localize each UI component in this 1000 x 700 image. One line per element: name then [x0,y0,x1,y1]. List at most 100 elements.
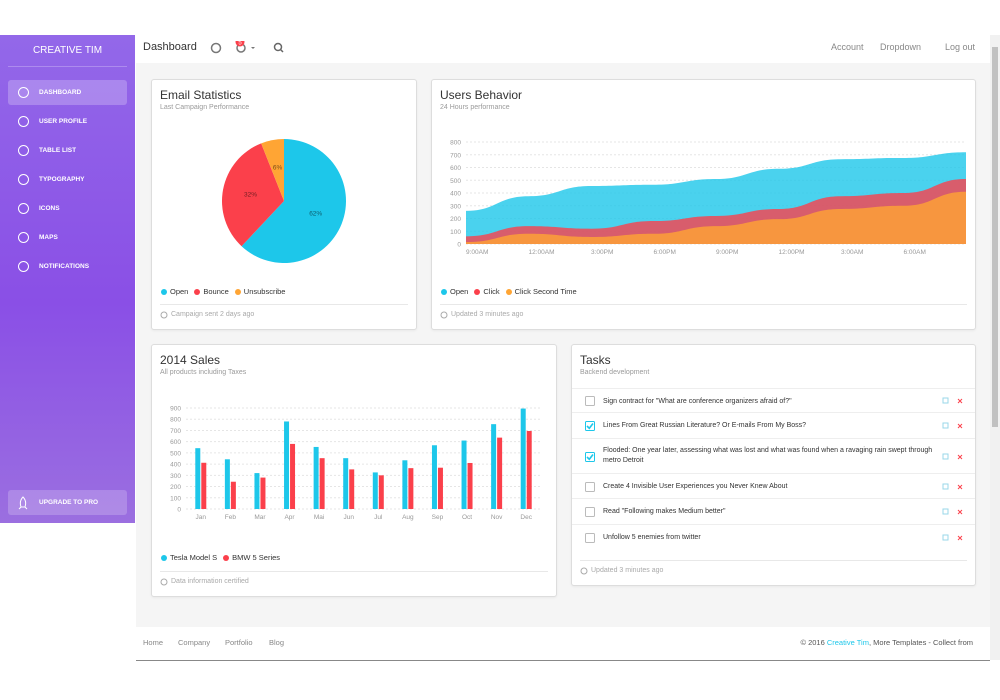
footer-link[interactable]: Portfolio [225,638,253,647]
menu-item[interactable]: USER PROFILE [8,109,127,134]
icon [160,311,168,319]
x-tick-label: 3:00AM [841,249,863,256]
icon-shape [160,578,168,586]
author-link[interactable]: Creative Tim [826,638,869,647]
card-title: Tasks [580,353,611,367]
legend: Tesla Model S BMW 5 Series [161,553,280,562]
icon-shape [18,261,29,272]
legend: Open Click Click Second Time [441,287,577,296]
y-tick-label: 700 [170,428,181,435]
nav-link[interactable]: Log out [945,42,976,52]
task-actions[interactable] [942,534,966,542]
card: Users Behavior 24 Hours performance Open Cl… [431,79,976,330]
task-actions[interactable] [942,508,966,516]
checkbox[interactable] [585,421,595,431]
x-tick-label: Jan [196,514,207,521]
remove-icon [957,509,963,515]
x-tick-label: Aug [402,514,414,521]
copyright-text: © 2016 [800,638,827,647]
task-actions[interactable] [942,397,966,405]
legend-swatch [223,555,230,561]
bar [313,446,319,509]
x-tick-label: 12:00PM [779,249,805,256]
footer-link[interactable]: Blog [269,638,285,647]
legend-entry: Unsubscribe [234,287,286,296]
footer-link[interactable]: Home [143,638,164,647]
task-actions[interactable] [942,483,966,491]
task-row: Unfollow 5 enemies from twitter [572,524,975,551]
footer-link[interactable]: Company [178,638,211,647]
y-tick-label: 200 [170,484,181,491]
menu-item[interactable]: TABLE LIST [8,138,127,163]
card: 2014 Sales All products including Taxes Te… [151,344,557,597]
task-actions[interactable] [942,453,966,461]
checkbox-box [585,533,595,543]
menu-item[interactable]: DASHBOARD [8,80,127,105]
x-tick-label: 6:00AM [904,249,926,256]
menu-label: TABLE LIST [39,147,77,154]
checkbox[interactable] [585,507,595,517]
menu-label: ICONS [39,205,60,212]
task-text: Read "Following makes Medium better" [603,508,726,515]
scrollbar [990,35,1000,660]
icon [580,567,588,575]
y-tick-label: 700 [450,152,461,159]
card-title: Email Statistics [160,88,242,102]
x-tick-label: 9:00PM [716,249,738,256]
icon-shape [18,87,29,98]
pie-slice [222,143,284,247]
legend-swatch [161,289,167,295]
edit-icon [942,422,949,429]
x-tick-label: Apr [284,514,295,521]
card-title: 2014 Sales [160,353,221,367]
task-text: Lines From Great Russian Literature? Or … [603,422,807,429]
bar [195,448,201,509]
checkbox-box [585,451,595,462]
legend-swatch [161,555,167,561]
x-tick-label: Oct [462,514,472,521]
area-chart: 0 100 200 300 400 500 600 700 800 9:00AM 12:00AM 3:… [450,140,966,256]
task-actions[interactable] [942,422,966,430]
data-label: 6% [273,165,283,172]
bar [372,472,378,509]
bar [437,467,443,509]
checkbox[interactable] [585,533,595,543]
remove-icon [957,484,963,489]
card-title: Users Behavior [440,88,523,102]
nav-icons[interactable]: 5 [208,41,288,57]
legend-swatch [194,289,201,295]
y-tick-label: 500 [170,450,181,457]
bar [284,421,290,509]
menu-label: MAPS [39,234,58,241]
checkbox[interactable] [585,451,595,462]
legend-swatch [441,289,447,295]
x-tick-label: 3:00PM [591,249,613,256]
edit-icon [942,534,949,541]
menu-item[interactable]: TYPOGRAPHY [8,167,127,192]
menu-item[interactable]: MAPS [8,225,127,250]
upgrade-button[interactable]: UPGRADE TO PRO [8,490,127,515]
card-subtitle: All products including Taxes [160,369,247,376]
nav-link[interactable]: Dropdown [880,42,922,52]
x-tick-label: Nov [491,514,503,521]
legend-label: Unsubscribe [243,287,286,296]
icon-shape [18,116,29,127]
menu-item[interactable]: ICONS [8,196,127,221]
nav-title: Dashboard [143,41,197,53]
bar [497,437,503,509]
nav-link[interactable]: Account [831,42,864,52]
x-tick-label: Feb [225,514,237,521]
legend-entry: Click Second Time [505,287,577,296]
menu-item[interactable]: NOTIFICATIONS [8,254,127,279]
checkbox[interactable] [585,396,595,406]
bar [319,458,325,509]
bar [491,424,497,509]
bar [343,458,349,509]
legend-entry: Open [441,287,468,296]
y-tick-label: 600 [450,165,461,172]
checkbox[interactable] [585,481,595,492]
icon [18,261,29,272]
bar [431,445,437,509]
task-row: Flooded: One year later, assessing what … [572,438,975,474]
card-subtitle: 24 Hours performance [440,104,510,111]
